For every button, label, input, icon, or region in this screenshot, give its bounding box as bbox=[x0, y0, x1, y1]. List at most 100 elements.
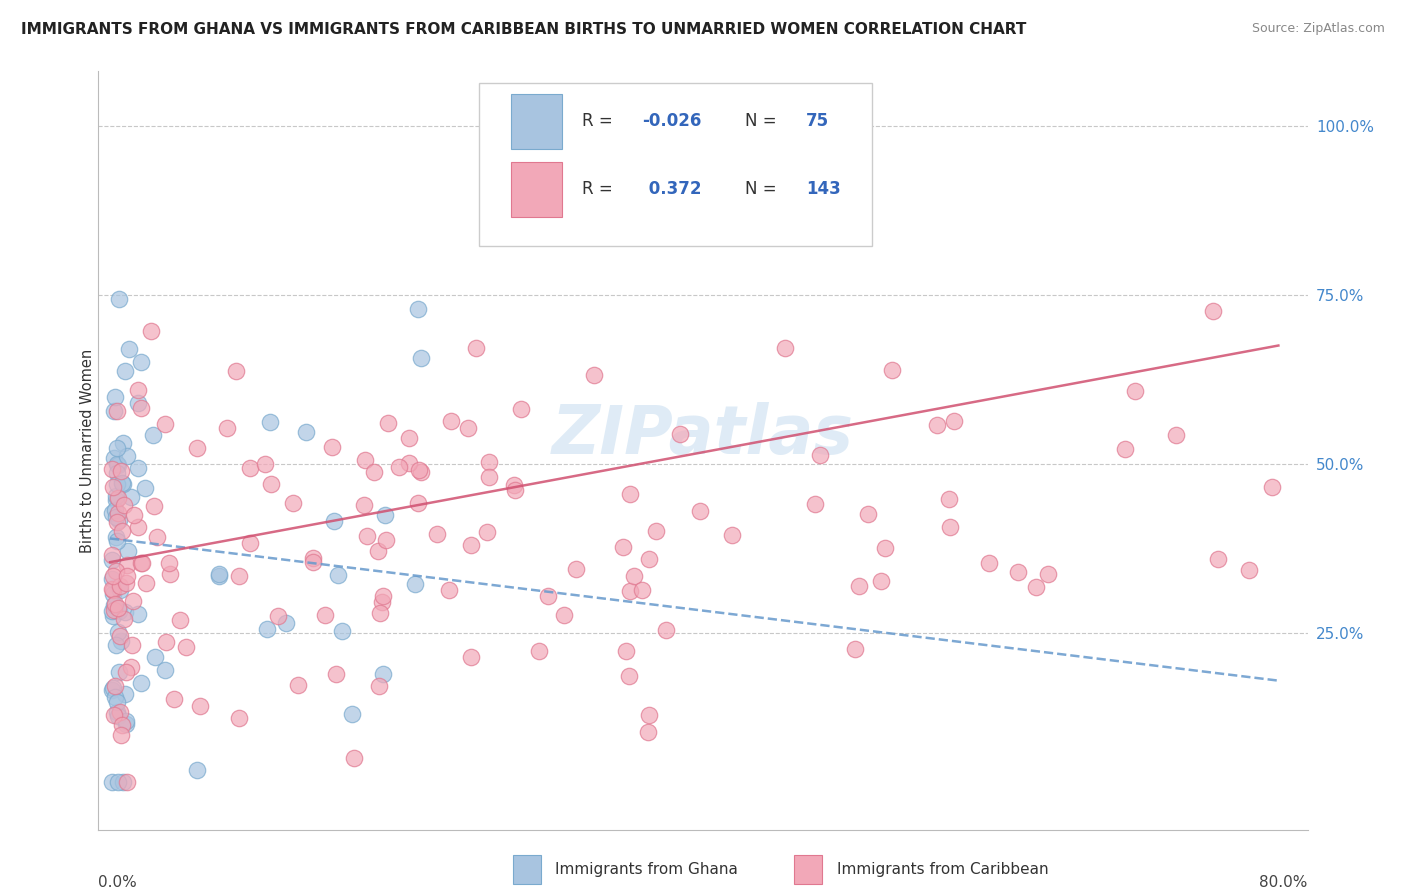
Point bbox=[114, 364, 136, 378]
Point bbox=[938, 491, 960, 506]
Point bbox=[619, 487, 641, 501]
Point bbox=[108, 604, 131, 618]
Point bbox=[619, 584, 641, 599]
Point bbox=[425, 527, 447, 541]
Point bbox=[111, 476, 134, 491]
Point bbox=[440, 414, 463, 428]
Point bbox=[371, 666, 394, 681]
Point bbox=[267, 608, 290, 623]
Point bbox=[107, 292, 129, 306]
Point bbox=[114, 665, 136, 680]
Point bbox=[186, 763, 208, 777]
Point bbox=[437, 582, 460, 597]
Point bbox=[1237, 563, 1260, 577]
Text: N =: N = bbox=[745, 112, 778, 129]
Point bbox=[460, 538, 482, 552]
Point bbox=[460, 649, 482, 664]
Point bbox=[503, 478, 526, 492]
Point bbox=[1007, 566, 1029, 580]
Point bbox=[103, 569, 125, 583]
Point bbox=[406, 301, 429, 316]
Point bbox=[103, 690, 125, 704]
Text: ZIPatlas: ZIPatlas bbox=[553, 402, 853, 468]
Point bbox=[110, 579, 132, 593]
Point bbox=[142, 428, 165, 442]
Point bbox=[1123, 384, 1146, 398]
Point bbox=[105, 639, 128, 653]
Point bbox=[112, 775, 135, 789]
Point bbox=[215, 420, 238, 434]
Point bbox=[104, 492, 127, 507]
Point bbox=[301, 556, 323, 570]
Point bbox=[100, 582, 122, 596]
Text: R =: R = bbox=[582, 112, 613, 129]
Point bbox=[689, 504, 711, 518]
Point bbox=[108, 629, 131, 643]
Point bbox=[321, 440, 343, 454]
Point bbox=[655, 624, 678, 638]
Point bbox=[637, 724, 659, 739]
Point bbox=[408, 496, 430, 510]
Text: Source: ZipAtlas.com: Source: ZipAtlas.com bbox=[1251, 22, 1385, 36]
Point bbox=[330, 624, 353, 639]
Point bbox=[375, 533, 398, 547]
Point bbox=[619, 668, 641, 682]
Point bbox=[122, 508, 145, 522]
Point bbox=[260, 476, 283, 491]
Point bbox=[457, 421, 479, 435]
Point bbox=[118, 342, 141, 356]
Point bbox=[101, 582, 124, 597]
Point bbox=[773, 341, 796, 355]
Point bbox=[105, 404, 128, 418]
Point bbox=[107, 491, 129, 505]
Point bbox=[404, 577, 426, 591]
Point bbox=[342, 706, 364, 721]
Point bbox=[527, 644, 550, 658]
Point bbox=[105, 695, 128, 709]
Point bbox=[115, 775, 138, 789]
Point bbox=[105, 441, 128, 455]
Point bbox=[870, 574, 893, 589]
Point bbox=[637, 708, 659, 723]
Point bbox=[503, 483, 526, 498]
Point bbox=[115, 449, 138, 463]
Point bbox=[103, 451, 125, 466]
Point bbox=[127, 396, 149, 410]
Point bbox=[644, 524, 666, 539]
Point bbox=[208, 569, 231, 583]
Point bbox=[134, 481, 156, 495]
Point bbox=[120, 490, 142, 504]
Point bbox=[325, 667, 347, 681]
Point bbox=[127, 607, 149, 622]
Point bbox=[104, 680, 127, 694]
Point bbox=[274, 616, 297, 631]
Point bbox=[239, 460, 262, 475]
Point bbox=[129, 676, 152, 690]
Point bbox=[107, 624, 129, 639]
Text: 0.372: 0.372 bbox=[643, 180, 702, 198]
Point bbox=[100, 553, 122, 567]
Point bbox=[1164, 428, 1187, 442]
Point bbox=[111, 718, 134, 732]
Point bbox=[1261, 480, 1284, 494]
Point bbox=[159, 566, 181, 581]
Point bbox=[623, 568, 645, 582]
Text: -0.026: -0.026 bbox=[643, 112, 702, 129]
Point bbox=[281, 496, 304, 510]
Point bbox=[105, 533, 128, 548]
Point bbox=[114, 605, 136, 619]
Point bbox=[301, 551, 323, 566]
Point bbox=[104, 597, 127, 611]
Point bbox=[101, 608, 124, 623]
Point bbox=[115, 569, 138, 583]
Point bbox=[105, 516, 128, 530]
Point bbox=[108, 583, 131, 598]
Point bbox=[105, 458, 128, 472]
Point bbox=[367, 679, 389, 693]
Point bbox=[100, 604, 122, 618]
Point bbox=[1036, 566, 1059, 581]
Point bbox=[943, 414, 966, 428]
Point bbox=[135, 575, 157, 590]
Point bbox=[356, 529, 378, 543]
Point bbox=[131, 556, 153, 570]
